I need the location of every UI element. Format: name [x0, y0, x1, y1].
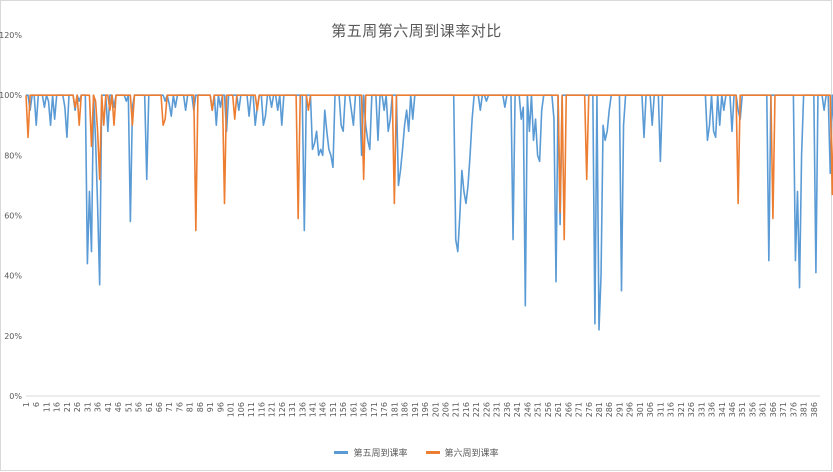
- x-tick-label: 266: [564, 402, 573, 417]
- x-tick-label: 326: [687, 402, 696, 417]
- x-tick-label: 206: [442, 402, 451, 417]
- x-tick-label: 186: [401, 402, 410, 417]
- x-tick-label: 161: [349, 402, 358, 417]
- x-tick-label: 291: [615, 402, 624, 417]
- x-tick-label: 286: [605, 402, 614, 417]
- x-tick-label: 246: [523, 402, 532, 417]
- y-tick-label: 20%: [4, 332, 22, 341]
- x-tick-label: 111: [247, 402, 256, 417]
- x-tick-label: 236: [503, 402, 512, 417]
- x-tick-label: 121: [268, 402, 277, 417]
- x-tick-label: 256: [544, 402, 553, 417]
- x-tick-label: 351: [738, 402, 747, 417]
- x-tick-label: 106: [237, 402, 246, 417]
- x-tick-label: 31: [83, 402, 92, 412]
- x-tick-label: 196: [421, 402, 430, 417]
- x-tick-label: 51: [124, 402, 133, 412]
- axes: 0%20%40%60%80%100%120%1 6 11 16 21 26 31 36 41 46…: [0, 31, 820, 417]
- x-tick-label: 181: [390, 402, 399, 417]
- x-tick-label: 191: [411, 402, 420, 417]
- x-tick-label: 366: [769, 402, 778, 417]
- chart-title: 第五周第六周到课率对比: [331, 22, 502, 40]
- x-tick-label: 251: [534, 402, 543, 417]
- y-tick-label: 40%: [4, 272, 22, 281]
- x-tick-label: 26: [73, 402, 82, 412]
- y-tick-label: 80%: [4, 151, 22, 160]
- x-tick-label: 226: [482, 402, 491, 417]
- x-tick-label: 141: [308, 402, 317, 417]
- x-tick-label: 301: [636, 402, 645, 417]
- y-tick-label: 0%: [9, 392, 22, 401]
- x-tick-label: 311: [656, 402, 665, 417]
- x-tick-label: 261: [554, 402, 563, 417]
- x-tick-label: 126: [278, 402, 287, 417]
- x-tick-label: 46: [114, 402, 123, 412]
- x-tick-label: 96: [216, 402, 225, 412]
- x-tick-label: 381: [800, 402, 809, 417]
- x-tick-label: 356: [748, 402, 757, 417]
- x-tick-label: 316: [667, 402, 676, 417]
- x-tick-label: 116: [257, 402, 266, 417]
- x-tick-label: 281: [595, 402, 604, 417]
- x-tick-label: 136: [298, 402, 307, 417]
- legend-swatch-series-1: [334, 451, 349, 454]
- x-tick-label: 86: [196, 402, 205, 412]
- x-tick-label: 156: [339, 402, 348, 417]
- x-tick-label: 321: [677, 402, 686, 417]
- x-tick-label: 216: [462, 402, 471, 417]
- x-tick-label: 6: [32, 402, 41, 407]
- x-tick-label: 341: [718, 402, 727, 417]
- x-tick-label: 306: [646, 402, 655, 417]
- x-tick-label: 91: [206, 402, 215, 412]
- series-line-1: [26, 94, 833, 331]
- legend-item-series-1[interactable]: 第五周到课率: [334, 446, 408, 459]
- x-tick-label: 331: [697, 402, 706, 417]
- x-tick-label: 146: [319, 402, 328, 417]
- x-tick-label: 241: [513, 402, 522, 417]
- x-tick-label: 346: [728, 402, 737, 417]
- x-tick-label: 36: [94, 402, 103, 412]
- legend-label-series-1: 第五周到课率: [353, 449, 408, 459]
- x-tick-label: 296: [626, 402, 635, 417]
- x-tick-label: 1: [22, 402, 31, 407]
- x-tick-label: 16: [53, 402, 62, 412]
- x-tick-label: 231: [493, 402, 502, 417]
- x-tick-label: 336: [708, 402, 717, 417]
- x-tick-label: 76: [175, 402, 184, 412]
- x-tick-label: 101: [227, 402, 236, 417]
- x-tick-label: 56: [135, 402, 144, 412]
- x-tick-label: 386: [810, 402, 819, 417]
- x-tick-label: 376: [789, 402, 798, 417]
- x-tick-label: 131: [288, 402, 297, 417]
- x-tick-label: 61: [145, 402, 154, 412]
- x-tick-label: 276: [585, 402, 594, 417]
- x-tick-label: 371: [779, 402, 788, 417]
- x-tick-label: 271: [575, 402, 584, 417]
- x-tick-label: 71: [165, 402, 174, 412]
- x-tick-label: 11: [42, 402, 51, 412]
- series-layer: [25, 94, 833, 331]
- series-line-2: [25, 94, 833, 241]
- x-tick-label: 21: [63, 402, 72, 412]
- legend: 第五周到课率 第六周到课率: [0, 446, 833, 459]
- x-tick-label: 221: [472, 402, 481, 417]
- x-tick-label: 66: [155, 402, 164, 412]
- y-tick-label: 60%: [4, 212, 22, 221]
- x-tick-label: 361: [759, 402, 768, 417]
- x-tick-label: 151: [329, 402, 338, 417]
- y-tick-label: 120%: [0, 31, 22, 40]
- x-tick-label: 81: [186, 402, 195, 412]
- y-tick-label: 100%: [0, 91, 22, 100]
- legend-swatch-series-2: [425, 451, 440, 454]
- legend-label-series-2: 第六周到课率: [444, 449, 499, 459]
- x-tick-label: 166: [360, 402, 369, 417]
- x-tick-label: 41: [104, 402, 113, 412]
- x-tick-label: 171: [370, 402, 379, 417]
- x-tick-label: 211: [452, 402, 461, 417]
- legend-item-series-2[interactable]: 第六周到课率: [425, 446, 499, 459]
- x-tick-label: 201: [431, 402, 440, 417]
- x-tick-label: 176: [380, 402, 389, 417]
